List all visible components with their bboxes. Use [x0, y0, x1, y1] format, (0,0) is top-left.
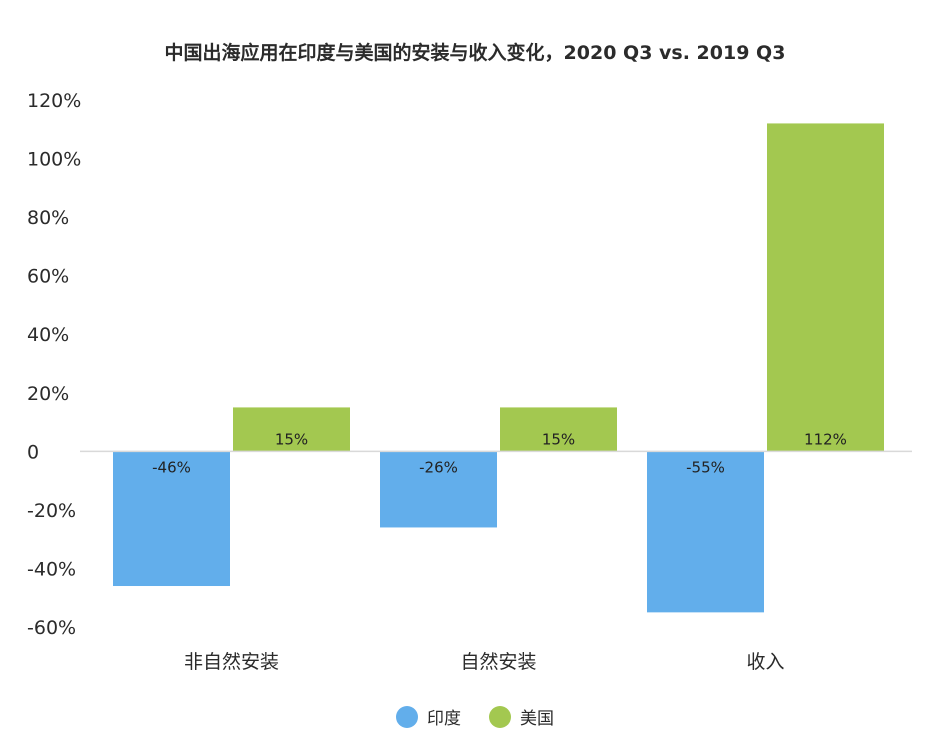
legend-item-usa: 美国	[489, 704, 554, 729]
data-label: 112%	[804, 430, 847, 448]
data-label: 15%	[275, 430, 308, 448]
bars	[113, 123, 884, 613]
y-tick-label: 0	[27, 441, 39, 463]
legend: 印度 美国	[0, 704, 950, 729]
y-tick-label: 100%	[27, 149, 81, 171]
legend-label-india: 印度	[427, 709, 461, 729]
y-tick-label: 40%	[27, 324, 69, 346]
x-tick-label: 非自然安装	[184, 651, 279, 673]
legend-swatch-usa	[489, 705, 511, 728]
data-label: -26%	[419, 458, 458, 476]
bar-india-0	[113, 451, 230, 587]
y-tick-label: -60%	[27, 617, 76, 639]
y-tick-label: 60%	[27, 266, 69, 288]
data-labels: -46% 15% -26% 15% -55% 112%	[152, 430, 847, 476]
x-axis-labels: 非自然安装 自然安装 收入	[184, 651, 785, 673]
bar-india-2	[647, 451, 764, 613]
y-tick-label: 120%	[27, 90, 81, 112]
legend-label-usa: 美国	[520, 709, 554, 729]
legend-item-india: 印度	[396, 704, 461, 729]
y-tick-label: -20%	[27, 500, 76, 522]
bar-usa-1	[500, 407, 617, 452]
y-axis-labels: 120% 100% 80% 60% 40% 20% 0 -20% -40% -60%	[27, 90, 81, 639]
bar-usa-0	[233, 407, 350, 452]
y-tick-label: 20%	[27, 383, 69, 405]
y-tick-label: -40%	[27, 558, 76, 580]
data-label: -46%	[152, 458, 191, 476]
legend-swatch-india	[396, 705, 418, 728]
bar-india-1	[380, 451, 497, 528]
data-label: -55%	[686, 458, 725, 476]
x-tick-label: 收入	[746, 651, 784, 673]
chart-title: 中国出海应用在印度与美国的安装与收入变化，2020 Q3 vs. 2019 Q3	[164, 42, 786, 64]
bar-usa-2	[767, 123, 884, 452]
data-label: 15%	[542, 430, 575, 448]
y-tick-label: 80%	[27, 207, 69, 229]
x-tick-label: 自然安装	[460, 651, 536, 673]
